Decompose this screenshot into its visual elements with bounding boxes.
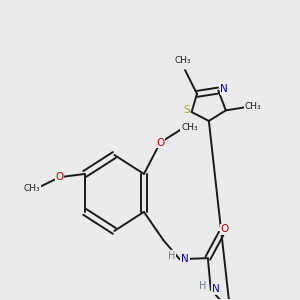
Text: N: N bbox=[212, 284, 220, 294]
Text: CH₃: CH₃ bbox=[181, 123, 198, 132]
Text: S: S bbox=[183, 105, 190, 116]
Text: O: O bbox=[55, 172, 64, 182]
Text: N: N bbox=[181, 254, 189, 264]
Text: O: O bbox=[156, 138, 164, 148]
Text: CH₃: CH₃ bbox=[245, 102, 261, 111]
Text: O: O bbox=[221, 224, 229, 234]
Text: N: N bbox=[220, 84, 228, 94]
Text: CH₃: CH₃ bbox=[23, 184, 40, 193]
Text: H: H bbox=[199, 280, 206, 291]
Text: H: H bbox=[168, 251, 175, 261]
Text: CH₃: CH₃ bbox=[174, 56, 191, 65]
